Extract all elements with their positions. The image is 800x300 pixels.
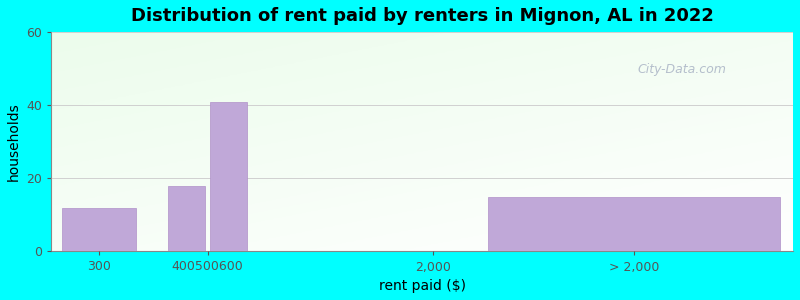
Title: Distribution of rent paid by renters in Mignon, AL in 2022: Distribution of rent paid by renters in … [130,7,714,25]
Bar [168,186,205,251]
Text: City-Data.com: City-Data.com [638,63,726,76]
Y-axis label: households: households [7,102,21,181]
Bar [210,101,247,251]
Bar [489,196,780,251]
X-axis label: rent paid ($): rent paid ($) [378,279,466,293]
Bar [62,208,136,251]
